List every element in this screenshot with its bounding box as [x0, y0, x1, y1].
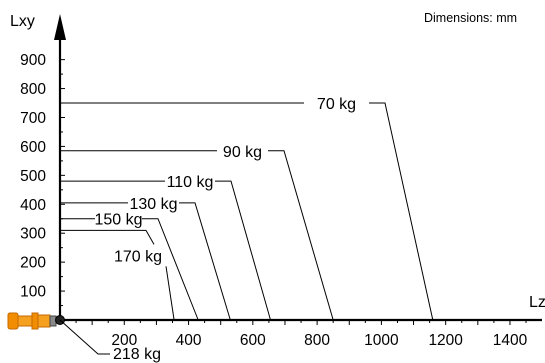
curve-line: [179, 202, 231, 321]
y-tick-label: 300: [20, 226, 46, 243]
x-tick-label: 400: [176, 332, 202, 349]
robot-flange-icon: [7, 312, 65, 330]
y-axis-label: Lxy: [10, 13, 35, 30]
y-tick-label: 700: [20, 110, 46, 127]
curve-line: [60, 229, 155, 245]
y-tick-label: 200: [20, 255, 46, 272]
payload-curve: 70 kg: [60, 96, 434, 321]
base-leader-line: [59, 319, 110, 355]
curve-label: 90 kg: [223, 144, 262, 161]
payload-curve: 130 kg: [60, 196, 231, 321]
curve-label: 130 kg: [129, 196, 177, 213]
curve-label: 170 kg: [114, 248, 162, 265]
x-tick-label: 1400: [493, 332, 528, 349]
y-tick-label: 900: [20, 52, 46, 69]
y-tick-label: 500: [20, 168, 46, 185]
x-tick-label: 1200: [428, 332, 463, 349]
payload-curve: 150 kg: [60, 212, 199, 321]
payload-curve: 110 kg: [60, 174, 271, 321]
x-tick-label: 800: [304, 332, 330, 349]
curve-line: [165, 266, 175, 321]
curve-label: 150 kg: [94, 212, 142, 229]
dimensions-note: Dimensions: mm: [424, 11, 517, 25]
x-tick-label: 1000: [364, 332, 399, 349]
curve-line: [142, 218, 199, 321]
curve-label: 70 kg: [317, 96, 356, 113]
curve-line: [369, 102, 434, 321]
curve-line: [215, 180, 271, 321]
x-tick-label: 600: [240, 332, 266, 349]
curve-line: [268, 150, 334, 321]
y-tick-label: 100: [20, 284, 46, 301]
x-tick-label: 200: [111, 332, 137, 349]
y-axis-arrow-icon: [54, 14, 66, 40]
x-axis-label: Lz: [529, 294, 545, 311]
curve-label: 110 kg: [167, 174, 214, 191]
axis-ticks: 200 400 600 800 1000 1200 1400 100 200 300 400 500 6…: [20, 52, 527, 349]
y-tick-label: 400: [20, 197, 46, 214]
y-tick-label: 600: [20, 139, 46, 156]
base-payload-label: 218 kg: [113, 346, 161, 363]
payload-curve: 90 kg: [60, 144, 334, 321]
y-tick-label: 800: [20, 81, 46, 98]
payload-curve: 170 kg: [60, 229, 175, 321]
